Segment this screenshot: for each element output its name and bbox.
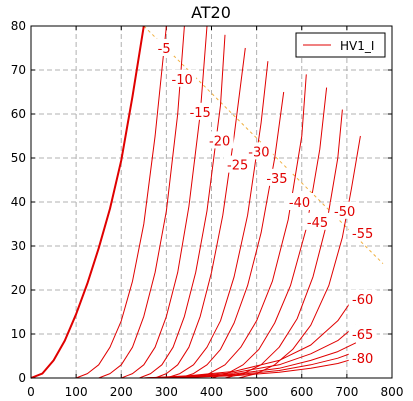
curve-label-bg bbox=[348, 289, 377, 307]
x-tick-label: 600 bbox=[290, 385, 313, 399]
curve-label: -10 bbox=[172, 73, 193, 88]
y-tick-label: 0 bbox=[18, 371, 26, 385]
curve-label-bg bbox=[348, 223, 377, 241]
plot-frame bbox=[30, 25, 393, 379]
curve-label: -65 bbox=[352, 328, 373, 343]
y-tick-label: 60 bbox=[11, 107, 26, 121]
y-tick-label: 40 bbox=[11, 195, 26, 209]
y-tick-label: 20 bbox=[11, 283, 26, 297]
legend-label: HV1_I bbox=[340, 39, 374, 53]
curve-label-bg bbox=[205, 131, 234, 149]
curve-label-bg bbox=[244, 142, 273, 160]
curve-minus-15 bbox=[121, 25, 208, 379]
curve-label-bg bbox=[285, 193, 314, 210]
curve-0 bbox=[30, 25, 145, 379]
curve-label: -25 bbox=[227, 159, 248, 174]
curve-label-bg bbox=[348, 325, 377, 342]
legend: HV1_I bbox=[295, 32, 386, 58]
curve-minus-70 bbox=[143, 342, 357, 379]
curve-label: -50 bbox=[334, 205, 355, 220]
curve-minus-30 bbox=[166, 61, 269, 379]
curve-label: -15 bbox=[190, 106, 211, 121]
curve-minus-5 bbox=[75, 25, 167, 379]
y-tick-label: 70 bbox=[11, 63, 26, 77]
curve-minus-80 bbox=[143, 357, 357, 379]
curve-minus-50 bbox=[224, 109, 343, 379]
y-tick-label: 80 bbox=[11, 19, 26, 33]
curve-label-bg bbox=[330, 201, 359, 219]
x-tick-label: 100 bbox=[65, 385, 88, 399]
curve-label: -20 bbox=[209, 134, 230, 149]
curve-label: -5 bbox=[158, 42, 171, 57]
x-tick-label: 500 bbox=[245, 385, 268, 399]
curve-label: -40 bbox=[289, 196, 310, 211]
curve-label: -30 bbox=[248, 145, 269, 160]
curve-label-bg bbox=[262, 168, 291, 186]
curve-label: -55 bbox=[352, 227, 373, 242]
curve-minus-45 bbox=[211, 87, 328, 379]
curve-minus-10 bbox=[98, 25, 185, 379]
curve-label-bg bbox=[154, 39, 175, 56]
chart-title: AT20 bbox=[191, 3, 231, 22]
curve-label-bg bbox=[223, 155, 252, 173]
y-tick-label: 10 bbox=[11, 327, 26, 341]
curve-label: -80 bbox=[352, 352, 373, 367]
x-tick-label: 200 bbox=[110, 385, 133, 399]
curve-label: -45 bbox=[307, 216, 328, 231]
x-tick-label: 700 bbox=[335, 385, 358, 399]
x-tick-label: 300 bbox=[155, 385, 178, 399]
x-tick-label: 800 bbox=[381, 385, 404, 399]
y-tick-label: 50 bbox=[11, 151, 26, 165]
curve-label-bg bbox=[186, 102, 215, 120]
curve-label: -60 bbox=[352, 293, 373, 308]
y-tick-label: 30 bbox=[11, 239, 26, 253]
curve-labels: -5 -10 -15 -20 -25-30 -35-40 -45 -50 -55 -60 -65 -8… bbox=[154, 39, 377, 367]
x-tick-label: 400 bbox=[200, 385, 223, 399]
curve-label: -35 bbox=[266, 172, 287, 187]
curve-label-bg bbox=[168, 69, 197, 87]
x-tick-label: 0 bbox=[27, 385, 35, 399]
curve-label-bg bbox=[303, 212, 332, 230]
curve-minus-40 bbox=[193, 74, 307, 379]
curve-label-bg bbox=[348, 349, 377, 367]
